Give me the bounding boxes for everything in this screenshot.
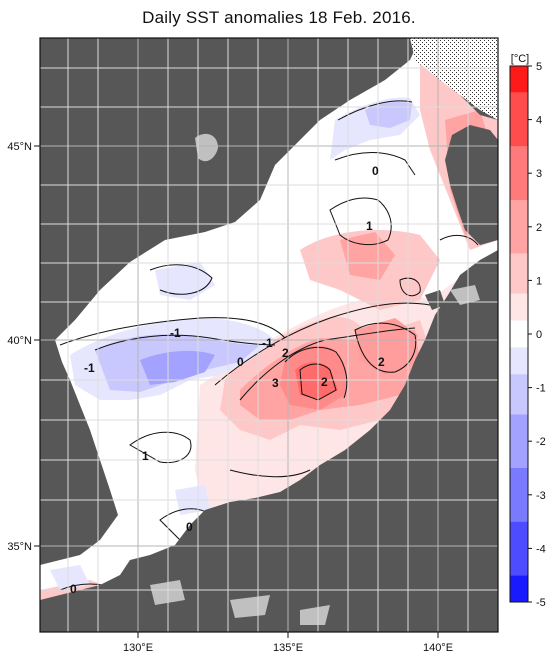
lat-tick-label: 40°N — [7, 335, 32, 347]
colorbar-unit: [°C] — [511, 53, 529, 65]
colorbar-tick-label: 1 — [536, 275, 542, 287]
contour-label: 2 — [282, 346, 289, 360]
colorbar-swatch — [510, 347, 528, 375]
colorbar-swatch — [510, 200, 528, 254]
contour-label: 0 — [70, 582, 77, 596]
colorbar-swatch — [510, 293, 528, 321]
lon-tick-label: 140°E — [423, 642, 453, 654]
lon-tick-label: 130°E — [123, 642, 153, 654]
lat-tick-label: 35°N — [7, 541, 32, 553]
axis-ticks — [34, 145, 439, 638]
colorbar-swatch — [510, 468, 528, 522]
contour-label: 2 — [321, 375, 328, 389]
lat-tick-label: 45°N — [7, 141, 32, 153]
colorbar: [°C] 5 4 3 2 1 0 -1 -2 -3 -4 -5 — [509, 53, 546, 609]
contour-label: 0 — [186, 520, 193, 534]
colorbar-swatch — [510, 414, 528, 468]
colorbar-tick-label: 0 — [536, 329, 542, 341]
colorbar-tick-label: -2 — [536, 436, 546, 448]
colorbar-tick-label: -5 — [536, 597, 546, 609]
colorbar-swatch — [510, 575, 528, 602]
contour-label-group: 0 1 -1 -1 -1 0 2 3 2 2 1 0 0 — [70, 164, 385, 596]
colorbar-swatch — [510, 66, 528, 93]
contour-label: 2 — [378, 355, 385, 369]
minor-graticule — [40, 38, 498, 632]
colorbar-tick-label: 5 — [536, 61, 542, 73]
colorbar-tick-label: -4 — [536, 543, 546, 555]
contour-label: -1 — [170, 326, 181, 340]
colorbar-tick-label: 4 — [536, 115, 542, 127]
contour-label: 0 — [237, 355, 244, 369]
map-frame — [39, 37, 499, 633]
contour-label: 3 — [272, 376, 279, 390]
colorbar-swatch — [510, 92, 528, 147]
colorbar-tick-label: 3 — [536, 168, 542, 180]
colorbar-tick-label: -1 — [536, 383, 546, 395]
colorbar-swatch — [510, 320, 528, 348]
contour-label: 1 — [142, 449, 149, 463]
contour-label: 1 — [366, 219, 373, 233]
colorbar-swatch — [510, 521, 528, 576]
sea-ice-hatch — [410, 38, 498, 120]
colorbar-swatch — [510, 253, 528, 294]
contour-label: -1 — [262, 336, 273, 350]
lon-tick-label: 135°E — [273, 642, 303, 654]
colorbar-tick-label: -3 — [536, 490, 546, 502]
graticule — [40, 38, 498, 632]
map-title: Daily SST anomalies 18 Feb. 2016. — [142, 8, 416, 27]
colorbar-tick-label: 2 — [536, 222, 542, 234]
colorbar-swatch — [510, 146, 528, 200]
contour-label: 0 — [372, 164, 379, 178]
colorbar-swatch — [510, 374, 528, 415]
contour-label: -1 — [84, 361, 95, 375]
